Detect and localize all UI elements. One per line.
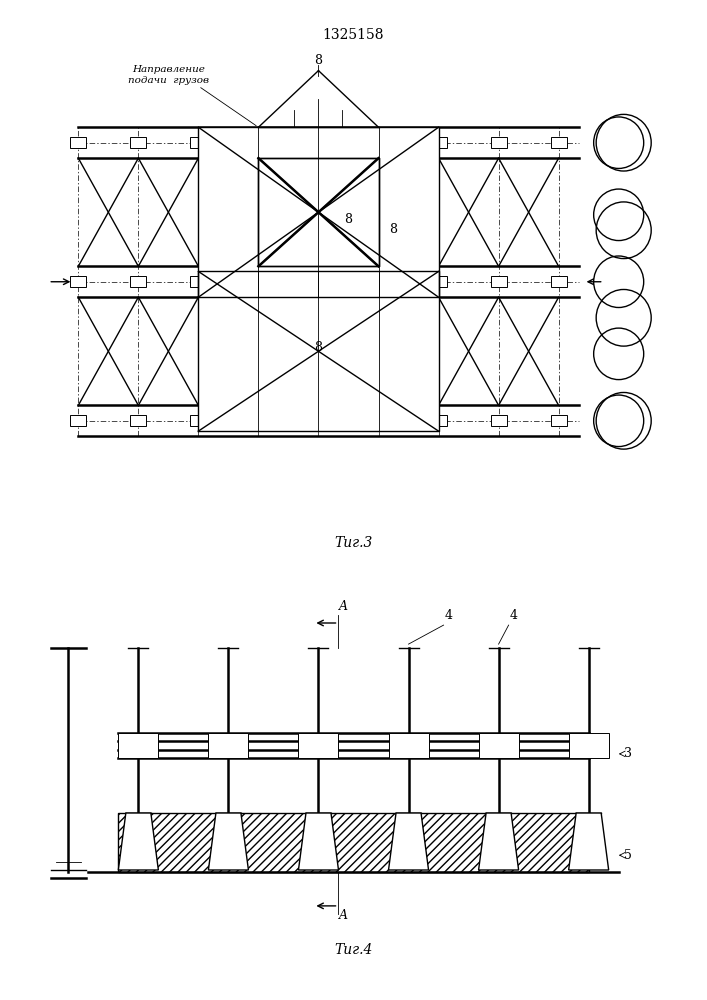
- Bar: [190, 276, 206, 287]
- Bar: [118, 733, 158, 758]
- Bar: [70, 415, 86, 426]
- Bar: [370, 415, 387, 426]
- Bar: [551, 415, 566, 426]
- Text: 8: 8: [390, 223, 397, 236]
- Bar: [70, 276, 86, 287]
- Text: 1325158: 1325158: [323, 28, 384, 42]
- Text: Τиг.4: Τиг.4: [334, 943, 373, 957]
- Text: 8: 8: [315, 341, 322, 354]
- Bar: [431, 137, 447, 148]
- Bar: [298, 733, 339, 758]
- Bar: [431, 276, 447, 287]
- Bar: [130, 137, 146, 148]
- Bar: [209, 733, 248, 758]
- Bar: [491, 415, 507, 426]
- Bar: [199, 271, 438, 431]
- Bar: [199, 127, 438, 297]
- Bar: [551, 276, 566, 287]
- Bar: [118, 813, 589, 872]
- Bar: [310, 137, 327, 148]
- Text: 3: 3: [624, 747, 631, 760]
- Bar: [568, 733, 609, 758]
- Bar: [130, 276, 146, 287]
- Bar: [370, 276, 387, 287]
- Polygon shape: [389, 813, 428, 870]
- Bar: [551, 137, 566, 148]
- Bar: [250, 415, 267, 426]
- Polygon shape: [568, 813, 609, 870]
- Bar: [431, 415, 447, 426]
- Polygon shape: [209, 813, 248, 870]
- Bar: [479, 733, 519, 758]
- Text: 4: 4: [445, 609, 452, 622]
- Bar: [190, 137, 206, 148]
- Text: 8: 8: [344, 213, 353, 226]
- Text: Направление
подачи  грузов: Направление подачи грузов: [128, 65, 209, 85]
- Text: 4: 4: [510, 609, 518, 622]
- Bar: [130, 415, 146, 426]
- Text: 8: 8: [315, 54, 322, 67]
- Bar: [491, 276, 507, 287]
- Bar: [118, 813, 589, 872]
- Polygon shape: [298, 813, 339, 870]
- Bar: [250, 276, 267, 287]
- Bar: [250, 137, 267, 148]
- Bar: [491, 137, 507, 148]
- Bar: [389, 733, 428, 758]
- Bar: [370, 137, 387, 148]
- Text: 5: 5: [624, 849, 631, 862]
- Bar: [310, 276, 327, 287]
- Bar: [259, 158, 378, 266]
- Bar: [310, 415, 327, 426]
- Text: Τиг.3: Τиг.3: [334, 536, 373, 550]
- Polygon shape: [479, 813, 519, 870]
- Bar: [190, 415, 206, 426]
- Polygon shape: [118, 813, 158, 870]
- Bar: [70, 137, 86, 148]
- Text: A: A: [339, 600, 348, 613]
- Text: A: A: [339, 909, 348, 922]
